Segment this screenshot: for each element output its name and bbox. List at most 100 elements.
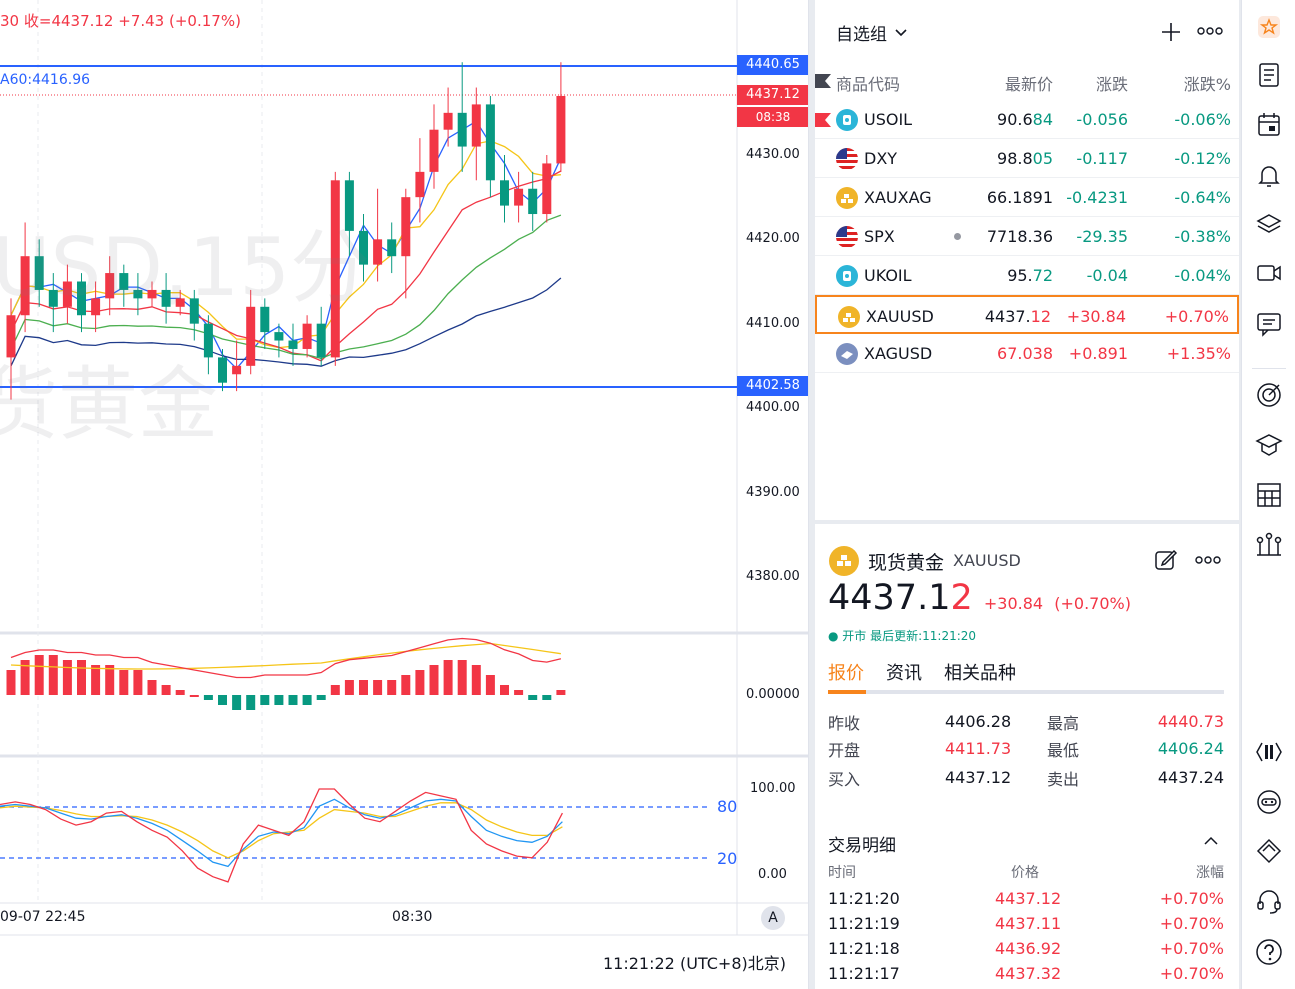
headset-icon[interactable] [1254, 886, 1284, 916]
ask-label: 卖出 [1047, 770, 1080, 789]
candle-body [485, 104, 495, 181]
handshake-icon[interactable] [1254, 836, 1284, 866]
news-icon[interactable] [1254, 60, 1284, 90]
right-panel: 自选组 商品代码 最新价 涨跌 涨跌% USOIL 90.684 -0.056 -0.… [815, 0, 1239, 989]
legend-change: +7.43 [118, 12, 165, 30]
auto-scale-button[interactable]: A [761, 906, 785, 930]
candle-body [203, 323, 213, 358]
kdj-level-80: 80 [717, 797, 738, 816]
low-line-price-tag[interactable]: 4402.58 [737, 376, 808, 396]
macd-histogram-bar [500, 685, 509, 695]
candle-body [514, 188, 524, 206]
layers-icon[interactable] [1254, 210, 1284, 240]
video-icon[interactable] [1254, 258, 1284, 288]
market-status: ● 开市 最后更新:11:21:20 [828, 629, 977, 643]
candle-body [542, 163, 552, 215]
alert-bell-icon[interactable] [1254, 160, 1284, 190]
tab-news[interactable]: 资讯 [886, 663, 922, 684]
col-last[interactable]: 最新价 [1004, 75, 1053, 94]
prev-close-value: 4406.28 [945, 712, 1012, 731]
watchlist-row[interactable]: SPX 7718.36 -29.35 -0.38% [815, 217, 1239, 256]
watchlist-icon[interactable] [1254, 12, 1284, 42]
symbol-detail-panel: 现货黄金 XAUUSD 4437.12 +30.84 (+0.70%) ● 开市… [815, 524, 1239, 989]
watchlist-row[interactable]: DXY 98.805 -0.117 -0.12% [815, 139, 1239, 178]
right-toolbar [1241, 0, 1295, 989]
candle-body [500, 180, 509, 206]
high-line-price-tag[interactable]: 4440.65 [737, 55, 808, 75]
candle-body [316, 323, 326, 358]
macd-histogram-bar [514, 690, 524, 695]
watchlist-last: 4437.12 [984, 307, 1051, 326]
robot-icon[interactable] [1254, 787, 1284, 817]
macd-histogram-bar [415, 670, 425, 695]
tab-quote[interactable]: 报价 [828, 663, 864, 684]
chart-canvas[interactable] [0, 0, 809, 989]
watchlist-change: -0.117 [1076, 149, 1128, 168]
prev-close-label: 昨收 [828, 714, 861, 733]
watchlist-selector[interactable]: 自选组 [836, 20, 907, 45]
watchlist-row[interactable]: UKOIL 95.72 -0.04 -0.04% [815, 256, 1239, 295]
trade-change: +0.70% [1159, 889, 1224, 908]
trade-price: 4437.32 [995, 964, 1062, 983]
watchlist-row[interactable]: XAGUSD 67.038 +0.891 +1.35% [815, 334, 1239, 373]
calendar-icon[interactable] [1254, 110, 1284, 140]
macd-histogram-bar [119, 670, 129, 695]
watchlist-row[interactable]: XAUUSD 4437.12 +30.84 +0.70% [815, 295, 1239, 334]
edit-icon[interactable] [1154, 548, 1178, 572]
flag-marker-icon [815, 74, 831, 88]
watchlist-row[interactable]: USOIL 90.684 -0.056 -0.06% [815, 100, 1239, 139]
candle-body [528, 188, 538, 215]
target-icon[interactable] [1254, 380, 1284, 410]
watchlist-change-pct: -0.38% [1174, 227, 1231, 246]
candle-body [401, 197, 411, 257]
trades-col-chg: 涨幅 [1196, 865, 1224, 881]
moving-average-line [10, 120, 562, 370]
kdj-tick-100: 100.00 [750, 781, 796, 796]
clock-display[interactable]: 11:21:22 (UTC+8)北京) [603, 950, 786, 974]
watchlist-symbol: USOIL [864, 110, 913, 129]
high-value: 4440.73 [1157, 712, 1224, 731]
more-icon[interactable] [1197, 26, 1223, 36]
candle-body [260, 306, 270, 333]
candle-body [147, 289, 157, 299]
macd-histogram-bar [260, 695, 270, 705]
candle-body [133, 289, 143, 299]
y-tick: 4380.00 [746, 569, 800, 584]
macd-zero-tick: 0.00000 [746, 687, 800, 702]
more-icon[interactable] [1195, 555, 1221, 565]
y-tick: 4400.00 [746, 400, 800, 415]
add-symbol-icon[interactable] [1160, 21, 1182, 43]
gold-icon [838, 306, 860, 328]
watchlist-change-pct: -0.06% [1174, 110, 1231, 129]
chat-icon[interactable] [1254, 309, 1284, 339]
watchlist-symbol: UKOIL [864, 266, 912, 285]
macd-histogram-bar [387, 680, 397, 695]
network-icon[interactable] [1254, 530, 1284, 560]
low-value: 4406.24 [1157, 739, 1224, 758]
col-chg[interactable]: 涨跌 [1095, 75, 1128, 94]
macd-histogram-bar [6, 670, 16, 695]
trade-price: 4437.11 [995, 914, 1062, 933]
education-icon[interactable] [1254, 430, 1284, 460]
col-pct[interactable]: 涨跌% [1183, 75, 1231, 94]
watchlist-change-pct: -0.12% [1174, 149, 1231, 168]
watchlist-row[interactable]: XAUXAG 66.1891 -0.4231 -0.64% [815, 178, 1239, 217]
col-symbol[interactable]: 商品代码 [836, 75, 901, 94]
macd-histogram-bar [556, 690, 566, 695]
grid-icon[interactable] [1254, 480, 1284, 510]
watchlist-last: 90.684 [997, 110, 1053, 129]
code-bracket-icon[interactable] [1254, 737, 1284, 767]
high-label: 最高 [1047, 714, 1080, 733]
candle-body [218, 357, 227, 383]
candle-body [119, 273, 129, 290]
tab-related[interactable]: 相关品种 [944, 663, 1016, 684]
chart-area[interactable]: 30 收=4437.12 +7.43 (+0.17%) A60:4416.96 … [0, 0, 809, 989]
chevron-up-icon[interactable] [1204, 836, 1218, 845]
macd-histogram-bar [189, 695, 199, 697]
detail-change-pct: (+0.70%) [1054, 594, 1131, 613]
macd-histogram-bar [175, 690, 185, 695]
candle-body [288, 340, 298, 349]
flag-marker-icon[interactable] [815, 113, 831, 127]
trades-col-time: 时间 [828, 865, 856, 881]
help-icon[interactable] [1254, 937, 1284, 967]
